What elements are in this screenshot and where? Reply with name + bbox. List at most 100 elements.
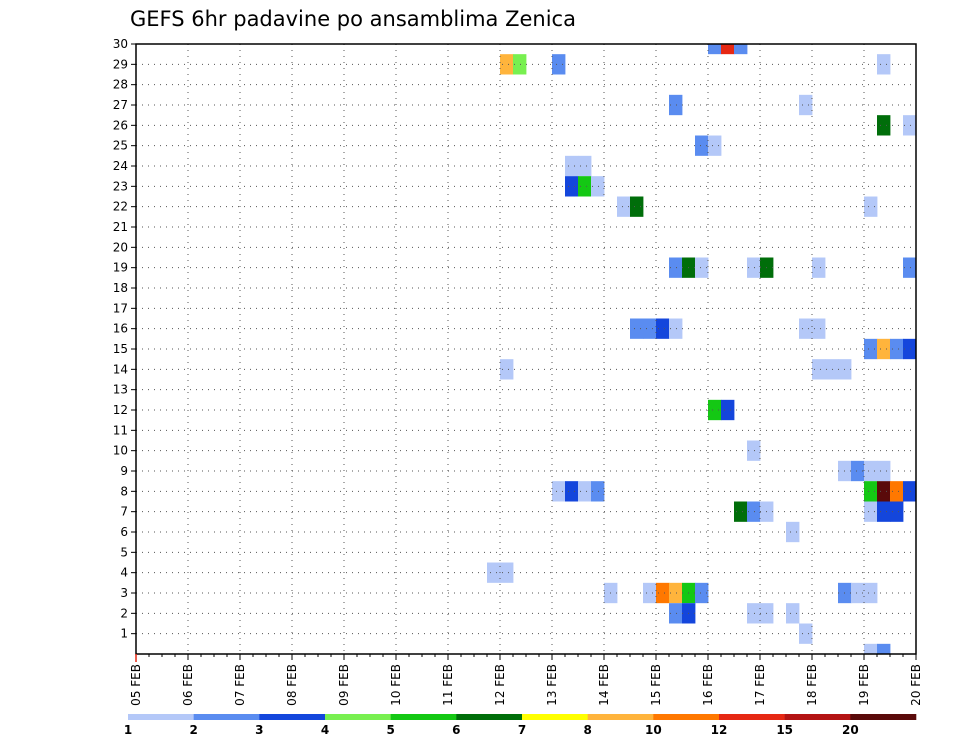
precip-cell xyxy=(864,501,878,522)
precip-cell xyxy=(487,562,501,583)
precip-cell xyxy=(864,481,878,502)
precip-cell xyxy=(851,460,865,482)
y-tick-label: 14 xyxy=(113,362,128,376)
precip-cell xyxy=(721,399,735,421)
chart-title: GEFS 6hr padavine po ansamblima Zenica xyxy=(130,7,576,31)
colorbar-label: 4 xyxy=(321,723,329,737)
precip-cell xyxy=(890,501,904,522)
colorbar-label: 2 xyxy=(189,723,197,737)
colorbar-swatch xyxy=(522,714,588,720)
precip-cell xyxy=(799,94,813,116)
precip-cell xyxy=(877,481,891,502)
y-tick-label: 6 xyxy=(120,525,128,539)
x-date-label: 18 FEB xyxy=(805,664,819,706)
precip-cell xyxy=(708,399,722,421)
precip-cell xyxy=(877,338,891,360)
x-date-label: 11 FEB xyxy=(441,664,455,706)
y-tick-label: 22 xyxy=(113,200,128,214)
y-tick-label: 20 xyxy=(113,240,128,254)
precip-cell xyxy=(903,257,917,278)
y-tick-label: 7 xyxy=(120,505,128,519)
precip-cell xyxy=(877,115,891,136)
precip-cell xyxy=(903,481,917,502)
colorbar-swatch xyxy=(719,714,785,720)
precip-cell xyxy=(643,582,657,604)
colorbar-label: 6 xyxy=(452,723,460,737)
precip-cell xyxy=(864,582,878,604)
precip-cell xyxy=(591,176,605,197)
precip-cell xyxy=(864,643,878,654)
precip-cell xyxy=(799,318,813,339)
precip-cell xyxy=(500,359,514,380)
precip-cell xyxy=(578,176,592,197)
colorbar-swatch xyxy=(128,714,194,720)
precip-cell xyxy=(721,44,735,55)
x-date-label: 16 FEB xyxy=(701,664,715,706)
precip-cell xyxy=(864,338,878,360)
x-date-label: 09 FEB xyxy=(337,664,351,706)
precip-cell xyxy=(617,196,631,217)
y-tick-label: 17 xyxy=(113,301,128,315)
colorbar-swatch xyxy=(193,714,260,720)
precip-cell xyxy=(669,318,683,339)
colorbar-label: 20 xyxy=(842,723,859,737)
x-date-label: 08 FEB xyxy=(285,664,299,706)
colorbar-swatch xyxy=(325,714,391,720)
precip-cell xyxy=(669,582,683,604)
y-tick-label: 2 xyxy=(120,606,128,620)
colorbar-swatch xyxy=(784,714,851,720)
precip-cell xyxy=(864,196,878,217)
precip-cell xyxy=(500,562,514,583)
x-date-label: 19 FEB xyxy=(857,664,871,706)
colorbar-label: 12 xyxy=(711,723,728,737)
colorbar-swatch xyxy=(390,714,457,720)
precip-cell xyxy=(578,481,592,502)
colorbar-label: 3 xyxy=(255,723,263,737)
colorbar-label: 8 xyxy=(583,723,591,737)
x-date-label: 13 FEB xyxy=(545,664,559,706)
y-tick-label: 11 xyxy=(113,423,128,437)
precip-cell xyxy=(825,359,839,380)
precip-cell xyxy=(877,643,891,654)
precip-cell xyxy=(500,54,514,75)
precip-cell xyxy=(812,318,826,339)
x-date-label: 17 FEB xyxy=(753,664,767,706)
precip-cell xyxy=(565,176,579,197)
y-tick-label: 25 xyxy=(113,139,128,153)
y-tick-label: 23 xyxy=(113,179,128,193)
y-tick-label: 24 xyxy=(113,159,128,173)
y-tick-label: 19 xyxy=(113,261,128,275)
y-tick-label: 30 xyxy=(113,37,128,51)
y-tick-label: 4 xyxy=(120,566,128,580)
colorbar-swatch xyxy=(456,714,523,720)
precip-cell xyxy=(643,318,657,339)
y-tick-label: 29 xyxy=(113,57,128,71)
precip-cell xyxy=(669,94,683,116)
y-tick-label: 27 xyxy=(113,98,128,112)
precip-cell xyxy=(695,257,709,278)
precip-cell xyxy=(812,257,826,278)
precip-cell xyxy=(565,155,579,177)
grid-lines xyxy=(136,44,916,654)
colorbar-label: 5 xyxy=(386,723,394,737)
y-tick-label: 18 xyxy=(113,281,128,295)
precip-cell xyxy=(903,115,917,136)
y-axis: 1234567891011121314151617181920212223242… xyxy=(113,37,136,641)
y-tick-label: 12 xyxy=(113,403,128,417)
x-date-label: 15 FEB xyxy=(649,664,663,706)
x-date-label: 05 FEB xyxy=(129,664,143,706)
y-tick-label: 1 xyxy=(120,627,128,641)
colorbar-swatch xyxy=(653,714,720,720)
colorbar-label: 1 xyxy=(124,723,132,737)
precip-cell xyxy=(851,582,865,604)
y-tick-label: 26 xyxy=(113,118,128,132)
precip-cell xyxy=(747,501,761,522)
y-tick-label: 15 xyxy=(113,342,128,356)
precip-cell xyxy=(786,521,800,543)
precip-cell xyxy=(552,54,566,75)
precip-cell xyxy=(708,135,722,156)
y-tick-label: 21 xyxy=(113,220,128,234)
colorbar-swatch xyxy=(259,714,326,720)
precip-cell xyxy=(734,44,748,55)
